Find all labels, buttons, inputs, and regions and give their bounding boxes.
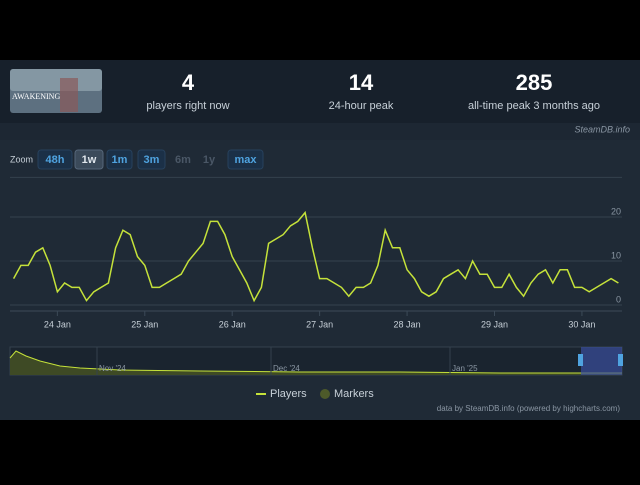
y-tick-label: 0 bbox=[616, 294, 621, 304]
navigator-selection[interactable] bbox=[581, 347, 622, 375]
stat-label: all-time peak 3 months ago bbox=[468, 100, 600, 112]
zoom-buttons: 48h 1w 1m 3m 6m 1y max bbox=[37, 149, 264, 170]
navigator-label: Nov '24 bbox=[99, 364, 126, 373]
zoom-button[interactable] bbox=[137, 149, 166, 170]
legend-label[interactable]: Players bbox=[270, 388, 307, 400]
zoom-button[interactable] bbox=[74, 149, 104, 170]
stat-value: 285 bbox=[516, 70, 553, 95]
zoom-button-label: 1y bbox=[203, 154, 216, 166]
zoom-button[interactable] bbox=[37, 149, 73, 170]
navigator-handle[interactable] bbox=[578, 354, 583, 366]
chart-panel bbox=[0, 140, 640, 420]
series-line bbox=[12, 210, 619, 303]
legend-swatch bbox=[320, 389, 330, 399]
x-tick-label: 30 Jan bbox=[568, 319, 595, 329]
x-tick-label: 29 Jan bbox=[481, 319, 508, 329]
y-tick-label: 10 bbox=[611, 250, 621, 260]
x-tick-label: 26 Jan bbox=[219, 319, 246, 329]
zoom-label: Zoom bbox=[10, 154, 33, 164]
zoom-button-label[interactable]: 1m bbox=[112, 154, 128, 166]
zoom-button-label[interactable]: max bbox=[234, 154, 257, 166]
x-tick-label: 27 Jan bbox=[306, 319, 333, 329]
thumbnail-figure bbox=[60, 78, 78, 112]
zoom-button-label[interactable]: 1w bbox=[82, 154, 97, 166]
stat-value: 4 bbox=[182, 70, 195, 95]
stat-value: 14 bbox=[349, 70, 374, 95]
zoom-button[interactable] bbox=[106, 149, 133, 170]
navigator-label: Jan '25 bbox=[452, 364, 478, 373]
legend: Players Markers bbox=[256, 388, 374, 400]
x-tick-label: 25 Jan bbox=[131, 319, 158, 329]
zoom-button[interactable] bbox=[227, 149, 264, 170]
zoom-button-label[interactable]: 48h bbox=[46, 154, 65, 166]
x-tick-label: 24 Jan bbox=[44, 319, 71, 329]
credit: data by SteamDB.info (powered by highcha… bbox=[437, 404, 621, 413]
stats-row bbox=[0, 60, 640, 123]
navigator-line bbox=[9, 350, 622, 374]
stat-label: 24-hour peak bbox=[329, 100, 394, 112]
navigator: Nov '24 Dec '24 Jan '25 bbox=[9, 346, 623, 376]
thumbnail-label: AWAKENING bbox=[12, 92, 60, 101]
stat-label: players right now bbox=[146, 100, 229, 112]
plot: 0 10 20 24 Jan 25 Jan 26 Jan 27 Jan 28 Jan 29 Ja… bbox=[10, 176, 622, 329]
navigator-area bbox=[10, 351, 622, 375]
zoom-button-label: 6m bbox=[175, 154, 191, 166]
y-tick-label: 20 bbox=[611, 206, 621, 216]
legend-label[interactable]: Markers bbox=[334, 388, 374, 400]
brand: SteamDB.info bbox=[574, 124, 630, 134]
navigator-label: Dec '24 bbox=[273, 364, 300, 373]
zoom-button-label[interactable]: 3m bbox=[144, 154, 160, 166]
thumbnail-sky bbox=[10, 69, 102, 91]
navigator-handle[interactable] bbox=[618, 354, 623, 366]
x-tick-label: 28 Jan bbox=[394, 319, 421, 329]
